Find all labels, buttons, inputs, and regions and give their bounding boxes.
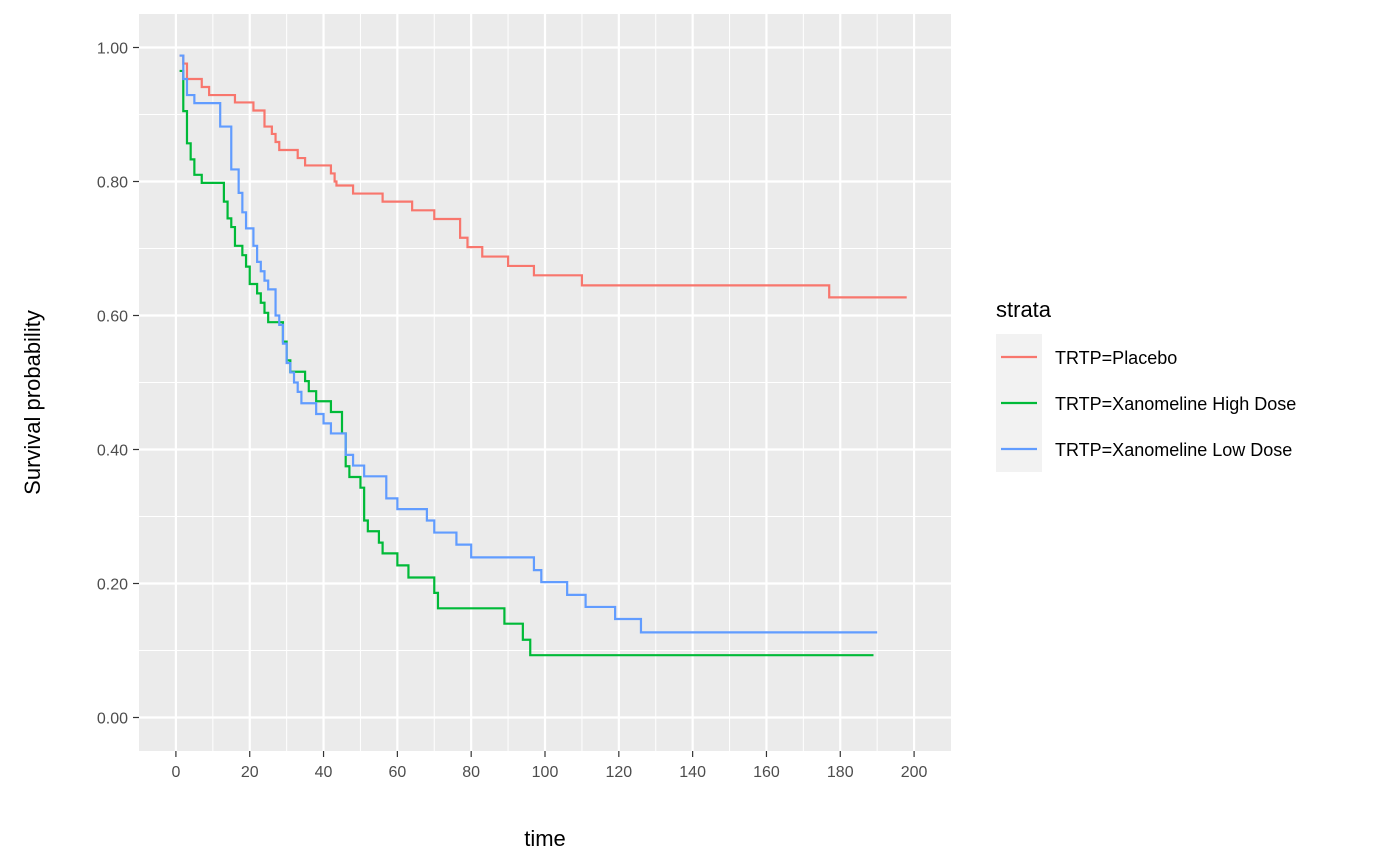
y-tick-label: 0.00	[97, 711, 128, 728]
x-tick-label: 100	[532, 764, 559, 781]
y-tick-label: 0.20	[97, 577, 128, 594]
y-axis-title: Survival probability	[20, 310, 45, 495]
x-tick-label: 0	[171, 764, 180, 781]
x-tick-label: 160	[753, 764, 780, 781]
y-tick-label: 0.80	[97, 175, 128, 192]
y-tick-label: 1.00	[97, 41, 128, 58]
x-tick-label: 140	[679, 764, 706, 781]
x-tick-label: 60	[388, 764, 406, 781]
y-tick-label: 0.40	[97, 443, 128, 460]
y-axis: 0.00 0.20 0.40 0.60 0.80 1.00	[97, 41, 139, 728]
grid-major	[139, 14, 951, 751]
survival-curve	[179, 54, 878, 634]
x-tick-label: 40	[315, 764, 333, 781]
x-tick-label: 80	[462, 764, 480, 781]
legend-label: TRTP=Xanomeline Low Dose	[1055, 440, 1292, 460]
legend-items: TRTP=Placebo TRTP=Xanomeline High Dose TRT…	[1001, 348, 1296, 460]
x-tick-label: 120	[605, 764, 632, 781]
x-tick-label: 180	[827, 764, 854, 781]
x-tick-label: 200	[901, 764, 928, 781]
legend-label: TRTP=Placebo	[1055, 348, 1177, 368]
x-axis: 0 20 40 60 80 100 120 140 160 180 200	[171, 751, 928, 781]
x-axis-title: time	[524, 826, 566, 851]
survival-curve	[179, 69, 874, 657]
x-tick-label: 20	[241, 764, 259, 781]
survival-curve	[179, 54, 907, 299]
survival-curves	[179, 54, 907, 657]
y-tick-label: 0.60	[97, 309, 128, 326]
legend: strata TRTP=Placebo TRTP=Xanomeline High …	[996, 297, 1296, 472]
legend-title: strata	[996, 297, 1052, 322]
legend-label: TRTP=Xanomeline High Dose	[1055, 394, 1296, 414]
